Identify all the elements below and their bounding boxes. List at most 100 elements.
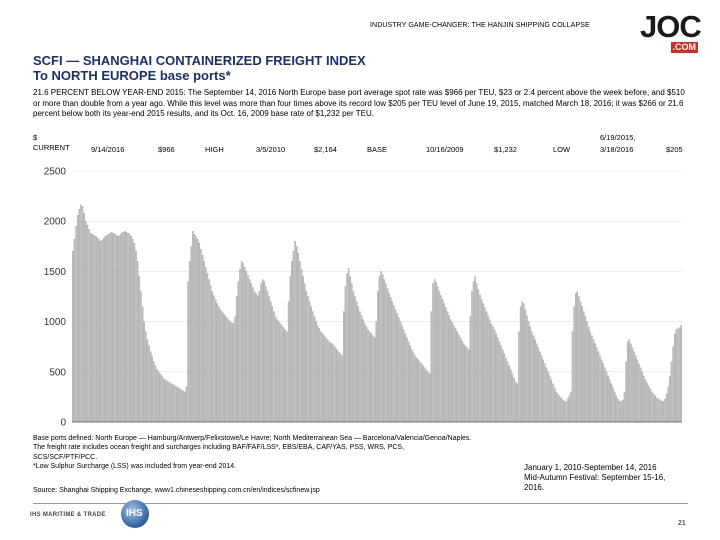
bar	[132, 239, 134, 423]
bar	[446, 311, 449, 423]
bar	[346, 273, 348, 423]
stat-base-date: 10/16/2009	[426, 145, 464, 154]
bar	[563, 400, 566, 423]
bar	[357, 306, 360, 423]
bar	[326, 339, 329, 423]
bar	[407, 341, 410, 423]
bar	[604, 367, 606, 423]
bar	[365, 326, 368, 423]
bar	[416, 357, 418, 423]
bar	[482, 303, 484, 423]
bar	[112, 233, 115, 423]
bar	[562, 399, 564, 423]
bar	[338, 351, 340, 423]
logo-suffix: .COM	[670, 42, 698, 53]
bar	[398, 317, 400, 423]
bar	[266, 291, 269, 423]
bar	[339, 353, 342, 423]
stat-low-value: $205	[666, 145, 683, 154]
bar	[618, 400, 621, 423]
bar	[221, 311, 223, 423]
bar	[401, 325, 403, 423]
bar	[628, 339, 630, 423]
bar	[153, 361, 155, 423]
bar	[356, 301, 358, 423]
bar	[304, 283, 306, 423]
bar	[432, 283, 434, 423]
bar	[630, 343, 632, 423]
bar	[670, 361, 673, 423]
bar	[391, 301, 394, 423]
bar	[98, 239, 100, 423]
bar	[633, 351, 635, 423]
bar	[245, 271, 248, 423]
bar	[469, 316, 471, 423]
bar	[96, 237, 98, 423]
bar	[414, 355, 416, 423]
bar	[292, 251, 295, 423]
bar	[257, 295, 259, 423]
bar	[232, 323, 235, 423]
bar	[542, 359, 544, 423]
bar	[623, 391, 626, 423]
bar	[443, 303, 446, 423]
bar	[534, 339, 536, 423]
bar	[310, 306, 312, 423]
bar	[631, 347, 634, 423]
bar	[456, 331, 459, 423]
bar	[487, 315, 489, 423]
bar	[156, 369, 158, 423]
stat-current-date: 9/14/2016	[91, 145, 125, 154]
title-line-2: To NORTH EUROPE base ports*	[33, 68, 231, 83]
bar	[138, 276, 141, 423]
bar	[674, 333, 676, 423]
bar	[531, 331, 533, 423]
bar	[433, 279, 436, 423]
bar	[568, 395, 570, 423]
bar	[308, 301, 311, 423]
bar	[271, 306, 274, 423]
bar	[495, 333, 497, 423]
bar	[146, 339, 149, 423]
bar	[122, 232, 124, 423]
bar	[396, 313, 398, 423]
holiday-note: Mid-Autumn Festival: September 15-16, 20…	[524, 473, 666, 492]
bar	[390, 297, 392, 423]
bar	[274, 316, 277, 423]
bar	[128, 234, 131, 423]
bar	[250, 283, 252, 423]
bar	[597, 351, 600, 423]
bar	[427, 371, 429, 423]
bar	[229, 321, 231, 423]
bar	[226, 317, 228, 423]
bar	[85, 221, 87, 423]
bar	[179, 388, 181, 423]
bar	[515, 381, 517, 423]
bar	[557, 393, 559, 423]
bar	[458, 334, 460, 423]
bar	[231, 322, 233, 423]
bar	[198, 243, 201, 423]
bar	[549, 375, 551, 423]
bar	[680, 324, 682, 423]
bar	[119, 235, 121, 423]
bar	[188, 261, 191, 423]
bar	[336, 349, 338, 423]
bar	[248, 279, 251, 423]
bar	[296, 246, 298, 423]
bar	[278, 321, 280, 423]
bar	[323, 335, 325, 423]
footer-divider	[33, 503, 688, 504]
bar	[227, 319, 230, 423]
bar	[313, 316, 316, 423]
bar	[553, 387, 556, 423]
bar	[203, 261, 205, 423]
bar	[388, 293, 390, 423]
bar	[265, 286, 267, 423]
bar	[197, 239, 199, 423]
bar	[511, 373, 514, 423]
bar	[406, 337, 408, 423]
bar	[591, 335, 593, 423]
bar	[544, 363, 546, 423]
bar	[615, 395, 617, 423]
